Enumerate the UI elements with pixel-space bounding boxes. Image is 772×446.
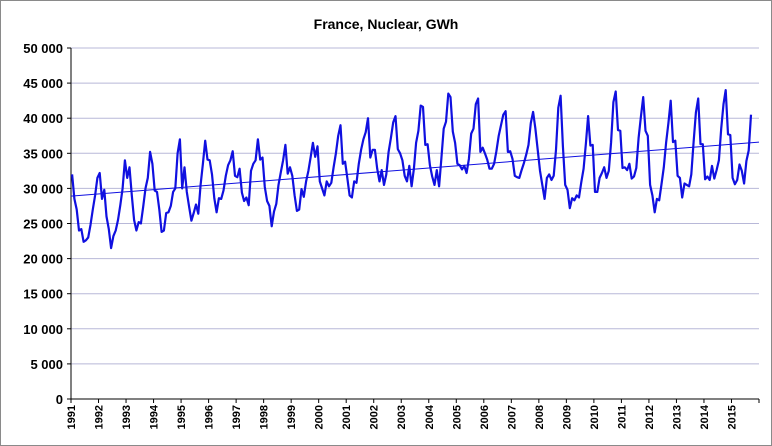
x-tick-label-2007: 2007 (506, 405, 518, 429)
series-group (70, 88, 760, 250)
y-tick-label-45000: 45 000 (23, 76, 63, 91)
x-tick-label-1998: 1998 (259, 405, 271, 429)
y-tick-label-25000: 25 000 (23, 217, 63, 232)
x-tick-label-2009: 2009 (561, 405, 573, 429)
x-tick-label-2011: 2011 (616, 405, 628, 429)
x-tick-label-2002: 2002 (369, 405, 381, 429)
x-tick-label-2015: 2015 (726, 405, 738, 429)
x-tick-label-2012: 2012 (644, 405, 656, 429)
y-tick-label-20000: 20 000 (23, 252, 63, 267)
y-tick-label-5000: 5 000 (30, 357, 63, 372)
x-tick-label-2006: 2006 (479, 405, 491, 429)
y-tick-label-10000: 10 000 (23, 322, 63, 337)
x-axis-tick-labels: 1991 1992 1993 1994 1995 1996 1997 1998 1999 2000… (66, 404, 738, 429)
x-tick-label-1994: 1994 (149, 404, 161, 429)
x-tick-label-2010: 2010 (589, 405, 601, 429)
x-tick-label-1991: 1991 (66, 405, 78, 429)
chart-title: France, Nuclear, GWh (314, 16, 459, 32)
x-tick-label-2013: 2013 (671, 405, 683, 429)
x-tick-label-1999: 1999 (286, 405, 298, 429)
x-tick-label-2008: 2008 (534, 405, 546, 429)
x-tick-label-1996: 1996 (204, 405, 216, 429)
trendline (70, 141, 760, 197)
x-tick-label-1992: 1992 (94, 405, 106, 429)
x-tick-label-2004: 2004 (424, 404, 436, 429)
x-tick-label-2005: 2005 (451, 405, 463, 429)
x-tick-label-1993: 1993 (121, 405, 133, 429)
axes (67, 47, 760, 403)
y-tick-label-15000: 15 000 (23, 287, 63, 302)
y-tick-label-50000: 50 000 (23, 41, 63, 56)
x-tick-label-1997: 1997 (231, 405, 243, 429)
x-tick-label-2000: 2000 (314, 405, 326, 429)
y-tick-label-0: 0 (56, 392, 63, 407)
x-tick-label-2001: 2001 (341, 405, 353, 429)
y-tick-label-30000: 30 000 (23, 181, 63, 196)
x-tick-label-2014: 2014 (699, 404, 711, 429)
x-tick-label-2003: 2003 (396, 405, 408, 429)
series-line-monthly-nuclear-gwh (71, 88, 753, 250)
y-axis-tick-labels: 0 5 000 10 000 15 000 20 000 25 000 30 000 35 0… (23, 41, 63, 407)
y-tick-label-40000: 40 000 (23, 111, 63, 126)
x-tick-label-1995: 1995 (176, 405, 188, 429)
y-tick-label-35000: 35 000 (23, 146, 63, 161)
